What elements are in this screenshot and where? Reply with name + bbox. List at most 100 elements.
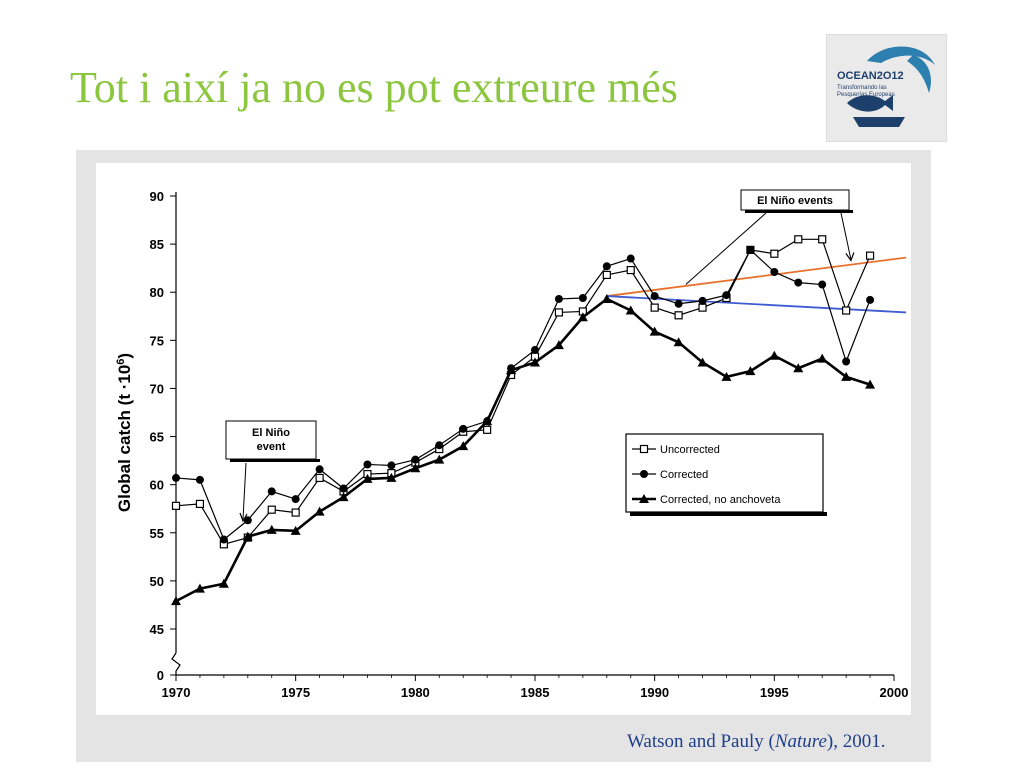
data-point-filled-triangle bbox=[865, 379, 876, 389]
y-tick-label: 80 bbox=[150, 285, 164, 300]
data-point-filled-triangle bbox=[410, 463, 421, 473]
data-point-filled-circle bbox=[531, 345, 539, 354]
data-point-filled-circle bbox=[363, 460, 372, 469]
data-point-filled-triangle bbox=[482, 416, 493, 426]
annotation-arrow-2a bbox=[685, 212, 767, 285]
data-point-filled-circle bbox=[315, 465, 324, 474]
logo-wordmark: OCEAN2O12 bbox=[837, 70, 904, 82]
x-tick-label: 1985 bbox=[521, 685, 550, 700]
data-point-filled-triangle bbox=[721, 371, 732, 381]
y-tick-label: 90 bbox=[150, 189, 164, 204]
data-point-filled-triangle bbox=[530, 357, 540, 367]
y-tick-label: 0 bbox=[157, 668, 164, 683]
data-point-filled-circle bbox=[291, 495, 300, 504]
series-line-filled-triangle bbox=[175, 297, 871, 603]
data-point-filled-triangle bbox=[338, 492, 349, 502]
data-point-filled-circle bbox=[172, 473, 180, 482]
data-point-filled-circle bbox=[459, 424, 468, 433]
y-tick-label: 75 bbox=[150, 333, 164, 348]
data-point-filled-circle bbox=[602, 262, 611, 271]
logo-tagline-1: Transformando las bbox=[837, 85, 887, 91]
logo-graphic: OCEAN2O12 Transformando las Pesquerías E… bbox=[837, 46, 935, 127]
citation-journal: Nature bbox=[774, 731, 827, 752]
legend-box bbox=[625, 433, 824, 513]
citation-authors: Watson and Pauly ( bbox=[627, 731, 775, 752]
legend-label: Corrected bbox=[660, 469, 708, 481]
logo-boat-shape bbox=[853, 117, 905, 127]
logo-fish-shape bbox=[847, 95, 893, 112]
data-point-open-square bbox=[267, 505, 276, 514]
data-point-filled-triangle bbox=[745, 366, 756, 376]
data-point-open-square bbox=[171, 501, 181, 510]
x-tick-label: 1995 bbox=[760, 685, 789, 700]
annotation-box-1 bbox=[225, 420, 317, 460]
data-point-filled-triangle bbox=[362, 473, 373, 483]
y-tick-label: 65 bbox=[150, 430, 164, 445]
data-point-open-square bbox=[674, 311, 683, 320]
data-point-filled-triangle bbox=[553, 340, 564, 350]
data-point-filled-triangle bbox=[266, 524, 277, 534]
citation: Watson and Pauly (Nature), 2001. bbox=[627, 731, 885, 753]
data-point-open-square bbox=[770, 249, 779, 258]
y-tick-label: 50 bbox=[150, 574, 164, 589]
data-point-filled-triangle bbox=[434, 454, 445, 464]
annotation-arrow-2b bbox=[840, 212, 852, 260]
data-point-open-square bbox=[483, 425, 492, 434]
x-tick-label: 1975 bbox=[281, 685, 310, 700]
annotation-arrow-1 bbox=[242, 462, 247, 520]
data-point-filled-triangle bbox=[649, 326, 660, 336]
data-point-open-square bbox=[842, 306, 851, 315]
y-axis-label: Global catch (t ·106) bbox=[115, 353, 134, 512]
data-point-filled-circle bbox=[722, 291, 731, 300]
data-point-open-square bbox=[650, 303, 659, 312]
x-tick-label: 1990 bbox=[640, 685, 669, 700]
data-point-filled-circle bbox=[219, 535, 228, 544]
legend-marker-filled-circle bbox=[640, 470, 648, 478]
data-point-filled-circle bbox=[866, 295, 875, 304]
data-point-filled-triangle bbox=[506, 365, 517, 375]
data-point-open-square bbox=[291, 508, 300, 517]
annotation-shadow-2 bbox=[745, 210, 853, 213]
logo-tagline-2: Pesquerías Europeas bbox=[837, 92, 895, 98]
trend-line-up bbox=[606, 256, 907, 297]
data-point-filled-triangle bbox=[793, 363, 804, 373]
citation-year: ), 2001. bbox=[826, 731, 886, 752]
data-point-filled-triangle bbox=[218, 578, 229, 588]
data-point-filled-circle bbox=[770, 268, 779, 277]
data-point-filled-circle bbox=[339, 484, 348, 493]
data-point-filled-triangle bbox=[697, 357, 708, 367]
x-tick-label: 2000 bbox=[880, 685, 909, 700]
data-point-filled-circle bbox=[387, 461, 396, 470]
data-point-open-square bbox=[698, 303, 707, 312]
data-point-filled-circle bbox=[435, 441, 444, 450]
data-point-filled-circle bbox=[842, 357, 851, 366]
legend-label: Uncorrected bbox=[660, 444, 720, 456]
data-point-filled-circle bbox=[554, 294, 563, 303]
legend-label: Corrected, no anchoveta bbox=[660, 494, 781, 506]
data-point-open-square bbox=[626, 265, 635, 275]
data-point-filled-triangle bbox=[290, 525, 301, 535]
data-point-filled-triangle bbox=[194, 583, 205, 593]
y-tick-label: 45 bbox=[150, 622, 164, 637]
data-point-open-square bbox=[554, 308, 564, 317]
series-line-filled-circle bbox=[175, 248, 871, 541]
x-tick-label: 1970 bbox=[162, 685, 191, 700]
y-tick-label: 55 bbox=[150, 526, 164, 541]
logo-wave-shape bbox=[867, 46, 935, 65]
data-point-filled-triangle bbox=[601, 293, 612, 303]
data-point-filled-circle bbox=[818, 280, 827, 289]
y-tick-label: 70 bbox=[150, 381, 164, 396]
data-point-filled-circle bbox=[674, 299, 683, 308]
annotation-arrowhead-2 bbox=[845, 252, 855, 262]
chart-area: 0 45 50 55 60 65 70 75 80 85 90 1970 1975 1980 1985 199… bbox=[96, 163, 911, 715]
data-point-filled-circle bbox=[411, 455, 420, 464]
data-point-filled-triangle bbox=[817, 353, 828, 363]
legend-shadow bbox=[630, 512, 827, 516]
data-point-open-square bbox=[865, 251, 875, 260]
data-point-filled-triangle bbox=[171, 596, 181, 606]
data-point-filled-circle bbox=[267, 487, 276, 496]
catch-chart: 0 45 50 55 60 65 70 75 80 85 90 1970 1975 1980 1985 199… bbox=[115, 189, 909, 700]
data-point-filled-triangle bbox=[625, 305, 636, 315]
data-point-filled-triangle bbox=[673, 337, 684, 347]
legend-marker-filled-triangle bbox=[639, 494, 649, 503]
